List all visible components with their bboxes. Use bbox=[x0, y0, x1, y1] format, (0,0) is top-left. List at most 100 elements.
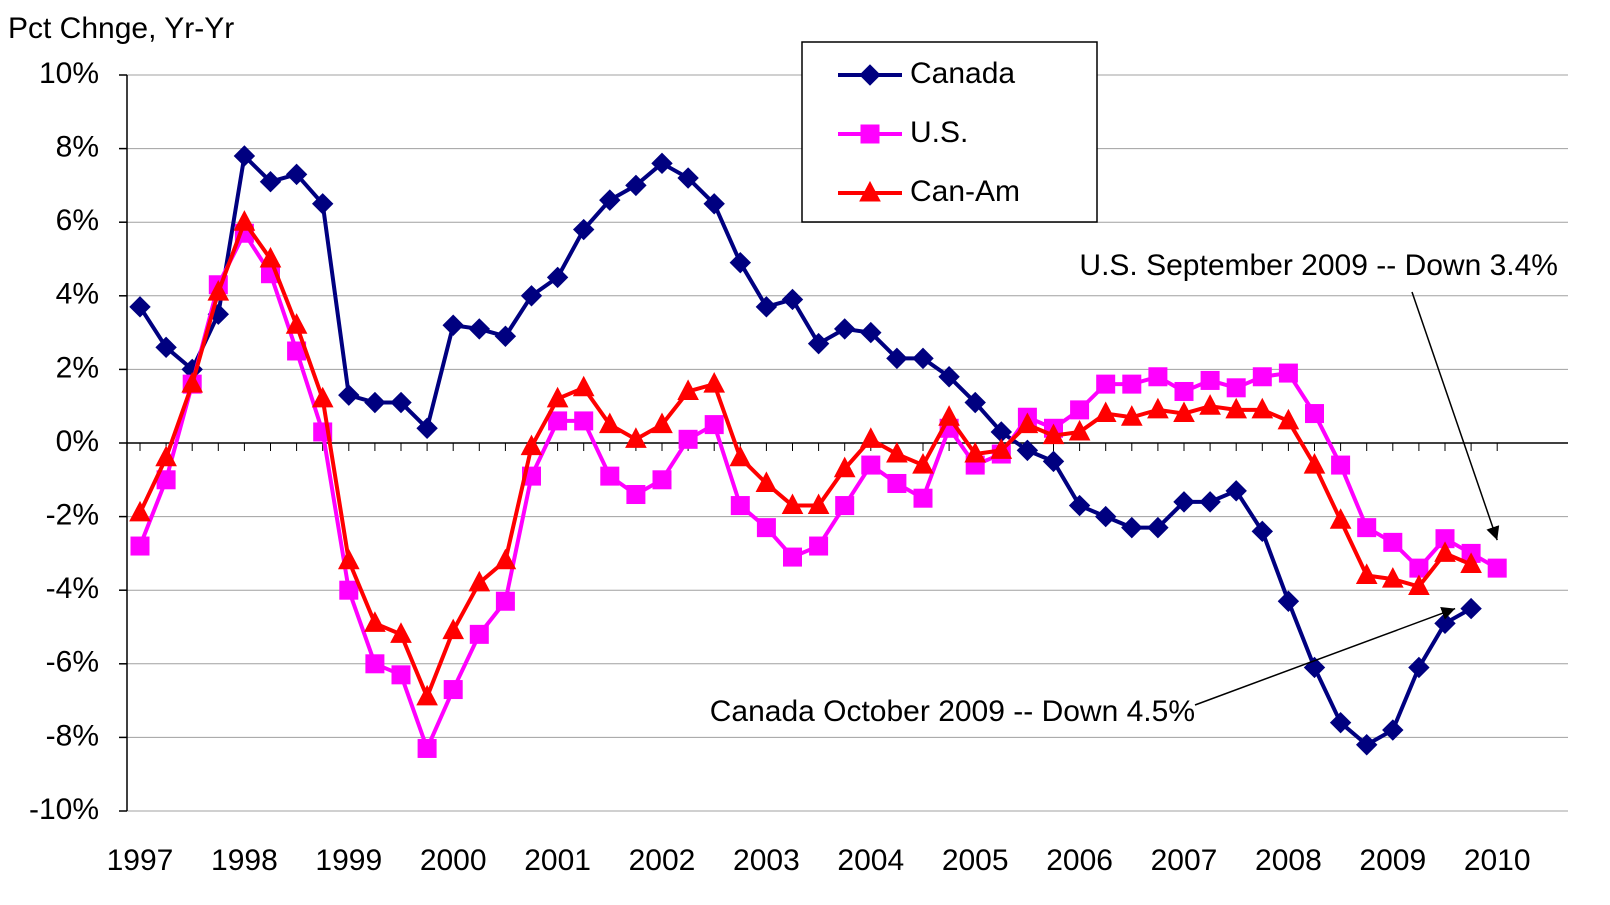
data-point bbox=[1277, 408, 1300, 430]
data-point bbox=[468, 318, 491, 340]
data-point bbox=[859, 427, 882, 448]
data-point bbox=[1094, 505, 1117, 528]
data-point bbox=[390, 622, 412, 643]
data-point bbox=[1016, 412, 1039, 434]
data-point bbox=[1120, 405, 1143, 426]
data-point bbox=[1303, 453, 1326, 474]
data-point bbox=[546, 386, 569, 408]
data-point bbox=[783, 547, 802, 567]
data-point bbox=[1068, 494, 1091, 517]
data-point bbox=[417, 738, 437, 758]
data-point bbox=[1147, 397, 1169, 419]
data-point bbox=[1305, 404, 1324, 424]
data-point bbox=[1251, 397, 1274, 419]
data-point bbox=[938, 366, 960, 388]
data-point bbox=[495, 591, 515, 611]
data-point bbox=[1357, 518, 1377, 538]
data-point bbox=[365, 654, 385, 674]
x-tick-label: 2001 bbox=[524, 844, 591, 877]
data-point bbox=[548, 411, 568, 431]
data-point bbox=[703, 193, 725, 215]
data-point bbox=[1251, 520, 1274, 543]
data-point bbox=[416, 684, 438, 706]
data-point bbox=[469, 624, 489, 644]
annotation: U.S. September 2009 -- Down 3.4% bbox=[1079, 249, 1558, 282]
data-point bbox=[730, 496, 750, 516]
data-point bbox=[1278, 363, 1298, 383]
data-point bbox=[704, 415, 724, 435]
y-axis-label: Pct Chnge, Yr-Yr bbox=[8, 12, 234, 45]
y-tick-label: -4% bbox=[46, 572, 99, 605]
data-point bbox=[1199, 394, 1221, 415]
data-point bbox=[1382, 719, 1404, 741]
data-point bbox=[651, 412, 673, 434]
data-point bbox=[1173, 401, 1195, 423]
data-point bbox=[390, 391, 412, 414]
data-point bbox=[337, 548, 360, 570]
data-point bbox=[364, 391, 386, 414]
data-point bbox=[1355, 563, 1378, 584]
x-tick-label: 2000 bbox=[420, 844, 487, 877]
data-point bbox=[520, 285, 543, 307]
legend-marker bbox=[859, 64, 881, 86]
data-point bbox=[1174, 381, 1194, 401]
data-point bbox=[311, 193, 334, 215]
data-point bbox=[807, 332, 830, 355]
data-point bbox=[861, 455, 881, 475]
data-point bbox=[1200, 370, 1220, 390]
data-point bbox=[1147, 516, 1169, 539]
x-tick-label: 1998 bbox=[211, 844, 278, 877]
data-point bbox=[677, 167, 699, 189]
data-point bbox=[155, 336, 177, 359]
data-point bbox=[442, 314, 464, 336]
data-point bbox=[807, 493, 830, 515]
data-point bbox=[259, 171, 282, 193]
data-point bbox=[756, 518, 776, 538]
annotation-arrow bbox=[1411, 291, 1500, 541]
x-tick-label: 2005 bbox=[942, 844, 1009, 877]
data-point bbox=[338, 384, 360, 406]
data-point bbox=[1355, 734, 1378, 756]
data-point bbox=[652, 470, 672, 490]
x-tick-label: 2003 bbox=[733, 844, 800, 877]
data-point bbox=[703, 372, 726, 393]
x-tick-label: 2004 bbox=[837, 844, 904, 877]
y-tick-label: -10% bbox=[29, 793, 99, 826]
data-point bbox=[391, 665, 411, 685]
data-point bbox=[574, 411, 594, 431]
x-tick-label: 1997 bbox=[107, 844, 174, 877]
y-tick-label: 10% bbox=[39, 57, 99, 90]
x-tick-label: 2007 bbox=[1151, 844, 1218, 877]
data-point bbox=[887, 473, 907, 493]
data-point bbox=[729, 251, 752, 274]
x-tick-label: 2009 bbox=[1359, 844, 1426, 877]
data-point bbox=[625, 174, 647, 197]
data-point bbox=[729, 445, 752, 467]
data-point bbox=[626, 485, 646, 505]
data-point bbox=[494, 325, 517, 347]
data-point bbox=[1016, 439, 1039, 462]
data-point bbox=[468, 570, 491, 592]
data-point bbox=[990, 438, 1013, 459]
data-point bbox=[964, 391, 986, 414]
data-point bbox=[913, 488, 933, 508]
data-point bbox=[1329, 508, 1352, 529]
data-point bbox=[311, 386, 334, 408]
data-point bbox=[494, 548, 517, 570]
data-point bbox=[442, 618, 465, 640]
data-point bbox=[599, 189, 621, 211]
data-point bbox=[1070, 400, 1090, 420]
data-point bbox=[1121, 516, 1143, 539]
data-point bbox=[598, 412, 621, 434]
data-point bbox=[600, 466, 620, 486]
data-point bbox=[130, 536, 150, 556]
data-point bbox=[651, 152, 673, 175]
data-point bbox=[416, 417, 438, 439]
data-point bbox=[1331, 455, 1351, 475]
data-point bbox=[1225, 397, 1248, 419]
data-point bbox=[233, 145, 256, 167]
y-tick-label: -8% bbox=[46, 719, 99, 752]
legend-marker bbox=[859, 180, 881, 202]
x-tick-label: 1999 bbox=[315, 844, 382, 877]
